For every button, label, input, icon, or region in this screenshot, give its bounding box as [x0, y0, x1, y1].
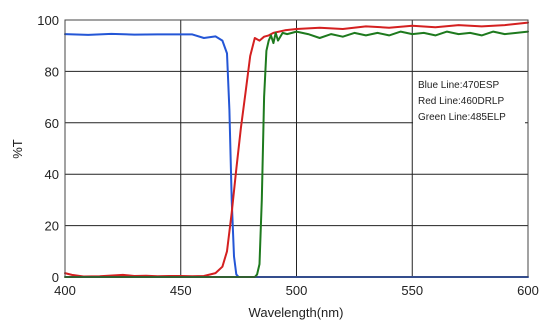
x-tick-label: 550 — [401, 283, 423, 298]
y-tick-label: 100 — [37, 13, 59, 28]
y-tick-label: 80 — [45, 64, 59, 79]
y-axis-title: %T — [10, 139, 25, 159]
y-tick-label: 40 — [45, 167, 59, 182]
legend-entry-blue: Blue Line:470ESP — [418, 80, 500, 91]
x-tick-label: 600 — [517, 283, 539, 298]
grid-lines — [65, 20, 528, 277]
tick-labels: 0 20 40 60 80 100 400 450 500 550 600 — [37, 13, 539, 298]
legend-entry-green: Green Line:485ELP — [418, 112, 506, 123]
legend-entry-red: Red Line:460DRLP — [418, 96, 504, 107]
series-line-green — [64, 30, 529, 278]
legend: Blue Line:470ESP Red Line:460DRLP Green … — [413, 72, 525, 126]
series-layer — [64, 21, 529, 278]
series-line-red — [64, 21, 529, 278]
y-tick-label: 20 — [45, 219, 59, 234]
x-tick-label: 450 — [170, 283, 192, 298]
x-axis-title: Wavelength(nm) — [249, 305, 344, 320]
series-line-blue — [64, 32, 529, 278]
y-tick-label: 0 — [52, 270, 59, 285]
x-tick-label: 500 — [286, 283, 308, 298]
x-tick-label: 400 — [54, 283, 76, 298]
legend-box — [413, 72, 525, 126]
plot-frame — [64, 19, 529, 278]
y-tick-label: 60 — [45, 116, 59, 131]
